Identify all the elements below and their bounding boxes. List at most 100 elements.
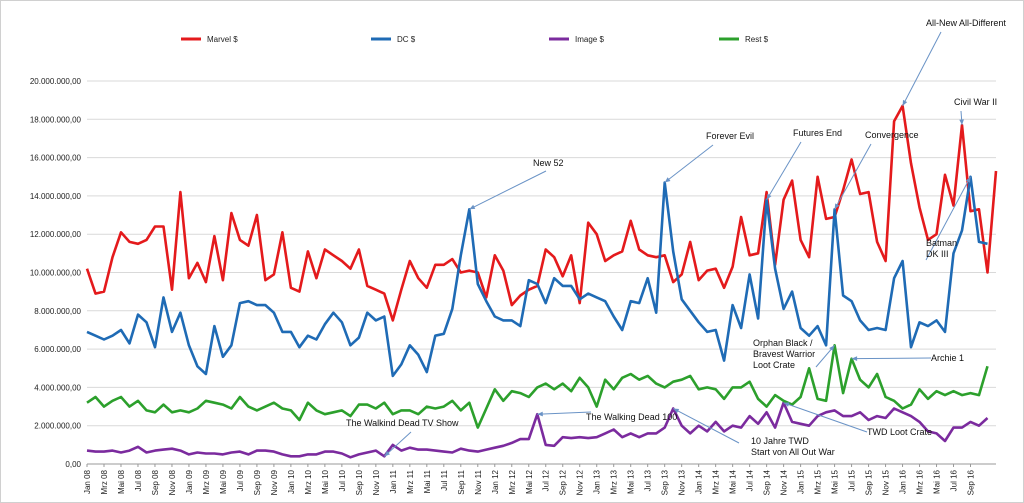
x-tick-label: Mai 14 xyxy=(729,469,738,494)
annotation-arrow xyxy=(925,176,971,261)
x-tick-label: Nov 12 xyxy=(576,469,585,495)
series-line-dc xyxy=(86,175,988,378)
annotation-arrow xyxy=(664,144,714,183)
y-tick-label: 8.000.000,00 xyxy=(34,307,81,316)
x-tick-label: Sep 14 xyxy=(763,469,772,495)
annotation-label: Forever Evil xyxy=(706,131,754,141)
x-tick-label: Jul 11 xyxy=(440,469,449,490)
x-tick-label: Mai 12 xyxy=(525,469,534,494)
legend: Marvel $ DC $ Image $ Rest $ xyxy=(181,35,769,44)
x-tick-label: Mrz 10 xyxy=(304,469,313,494)
x-tick-label: Nov 15 xyxy=(882,469,891,495)
x-tick-label: Mai 08 xyxy=(117,469,126,494)
x-tick-label: Mai 11 xyxy=(423,469,432,493)
x-tick-label: Sep 10 xyxy=(355,469,364,495)
x-tick-label: Mai 15 xyxy=(831,469,840,494)
y-tick-label: 4.000.000,00 xyxy=(34,383,81,392)
annotation-label: Futures End xyxy=(793,128,842,138)
annotation-label: All-New All-Different xyxy=(926,18,1006,28)
x-tick-label: Mrz 13 xyxy=(610,469,619,494)
series-line-marvel xyxy=(85,104,998,322)
x-tick-label: Mrz 11 xyxy=(406,469,415,493)
annotation-arrow xyxy=(783,402,868,433)
annotation-label: TWD Loot Crate xyxy=(867,427,932,437)
annotation-label: DK III xyxy=(926,249,949,259)
x-tick-label: Jan 11 xyxy=(389,469,398,493)
series-line-rest xyxy=(86,343,989,429)
legend-label: Rest $ xyxy=(745,35,769,44)
annotation-label: Civil War II xyxy=(954,97,997,107)
x-tick-label: Sep 16 xyxy=(967,469,976,495)
annotation-arrowhead xyxy=(965,176,971,183)
x-tick-label: Nov 14 xyxy=(780,469,789,495)
y-tick-label: 18.000.000,00 xyxy=(30,115,82,124)
annotation-label: Start von All Out War xyxy=(751,447,835,457)
x-tick-label: Jul 14 xyxy=(746,469,755,491)
x-tick-label: Sep 15 xyxy=(865,469,874,495)
x-tick-label: Nov 09 xyxy=(270,469,279,495)
x-tick-label: Sep 12 xyxy=(559,469,568,495)
x-tick-label: Jan 10 xyxy=(287,469,296,494)
x-tick-label: Sep 11 xyxy=(457,469,466,494)
annotation-arrowhead xyxy=(851,356,858,361)
x-tick-label: Mai 13 xyxy=(627,469,636,494)
annotation-arrow xyxy=(537,411,592,415)
annotation-arrow xyxy=(672,408,740,444)
x-tick-label: Jul 08 xyxy=(134,469,143,491)
annotation-arrow xyxy=(469,170,547,210)
annotation-arrow xyxy=(902,31,942,107)
x-tick-label: Jan 13 xyxy=(593,469,602,494)
x-tick-label: Mai 16 xyxy=(933,469,942,494)
x-tick-label: Nov 11 xyxy=(474,469,483,494)
x-tick-label: Jan 12 xyxy=(491,469,500,494)
x-tick-label: Mai 09 xyxy=(219,469,228,494)
y-tick-label: 16.000.000,00 xyxy=(30,154,82,163)
annotation-label: Loot Crate xyxy=(753,360,795,370)
annotation-arrowhead xyxy=(959,119,964,126)
x-tick-label: Nov 10 xyxy=(372,469,381,495)
annotation-label: Archie 1 xyxy=(931,353,964,363)
x-tick-label: Sep 13 xyxy=(661,469,670,495)
x-tick-label: Mrz 14 xyxy=(712,469,721,494)
x-tick-label: Jul 13 xyxy=(644,469,653,491)
x-tick-label: Jan 14 xyxy=(695,469,704,494)
legend-label: DC $ xyxy=(397,35,416,44)
x-tick-label: Jul 15 xyxy=(848,469,857,491)
y-tick-label: 0,00 xyxy=(65,460,81,469)
x-tick-label: Jul 10 xyxy=(338,469,347,491)
annotation-arrow xyxy=(834,143,872,210)
x-tick-label: Nov 13 xyxy=(678,469,687,495)
x-tick-label: Jul 09 xyxy=(236,469,245,491)
y-tick-label: 2.000.000,00 xyxy=(34,422,81,431)
annotation-label: Convergence xyxy=(865,130,919,140)
annotation-arrowhead xyxy=(537,411,543,417)
annotation-arrow xyxy=(383,431,412,457)
x-tick-label: Nov 08 xyxy=(168,469,177,495)
y-tick-label: 10.000.000,00 xyxy=(30,269,82,278)
legend-label: Marvel $ xyxy=(207,35,238,44)
x-tick-label: Jul 16 xyxy=(950,469,959,491)
annotation-arrowhead xyxy=(664,177,671,183)
y-tick-label: 12.000.000,00 xyxy=(30,230,82,239)
annotation-label: Bravest Warrior xyxy=(753,349,815,359)
annotation-arrowhead xyxy=(783,402,790,407)
annotation-arrowhead xyxy=(829,345,835,351)
x-tick-label: Jan 08 xyxy=(83,469,92,494)
y-tick-label: 6.000.000,00 xyxy=(34,345,81,354)
x-tick-label: Sep 09 xyxy=(253,469,262,495)
x-tick-label: Mrz 15 xyxy=(814,469,823,494)
x-tick-label: Jul 12 xyxy=(542,469,551,491)
x-tick-label: Mrz 12 xyxy=(508,469,517,494)
annotation-arrowhead xyxy=(469,204,476,210)
annotation-arrowhead xyxy=(673,408,680,414)
x-tick-label: Jan 15 xyxy=(797,469,806,494)
annotation-arrow xyxy=(766,141,802,200)
x-tick-label: Jan 16 xyxy=(899,469,908,494)
y-tick-label: 20.000.000,00 xyxy=(30,77,82,86)
y-tick-label: 14.000.000,00 xyxy=(30,192,82,201)
series-lines xyxy=(85,104,998,459)
x-tick-label: Mai 10 xyxy=(321,469,330,494)
x-tick-label: Jan 09 xyxy=(185,469,194,494)
